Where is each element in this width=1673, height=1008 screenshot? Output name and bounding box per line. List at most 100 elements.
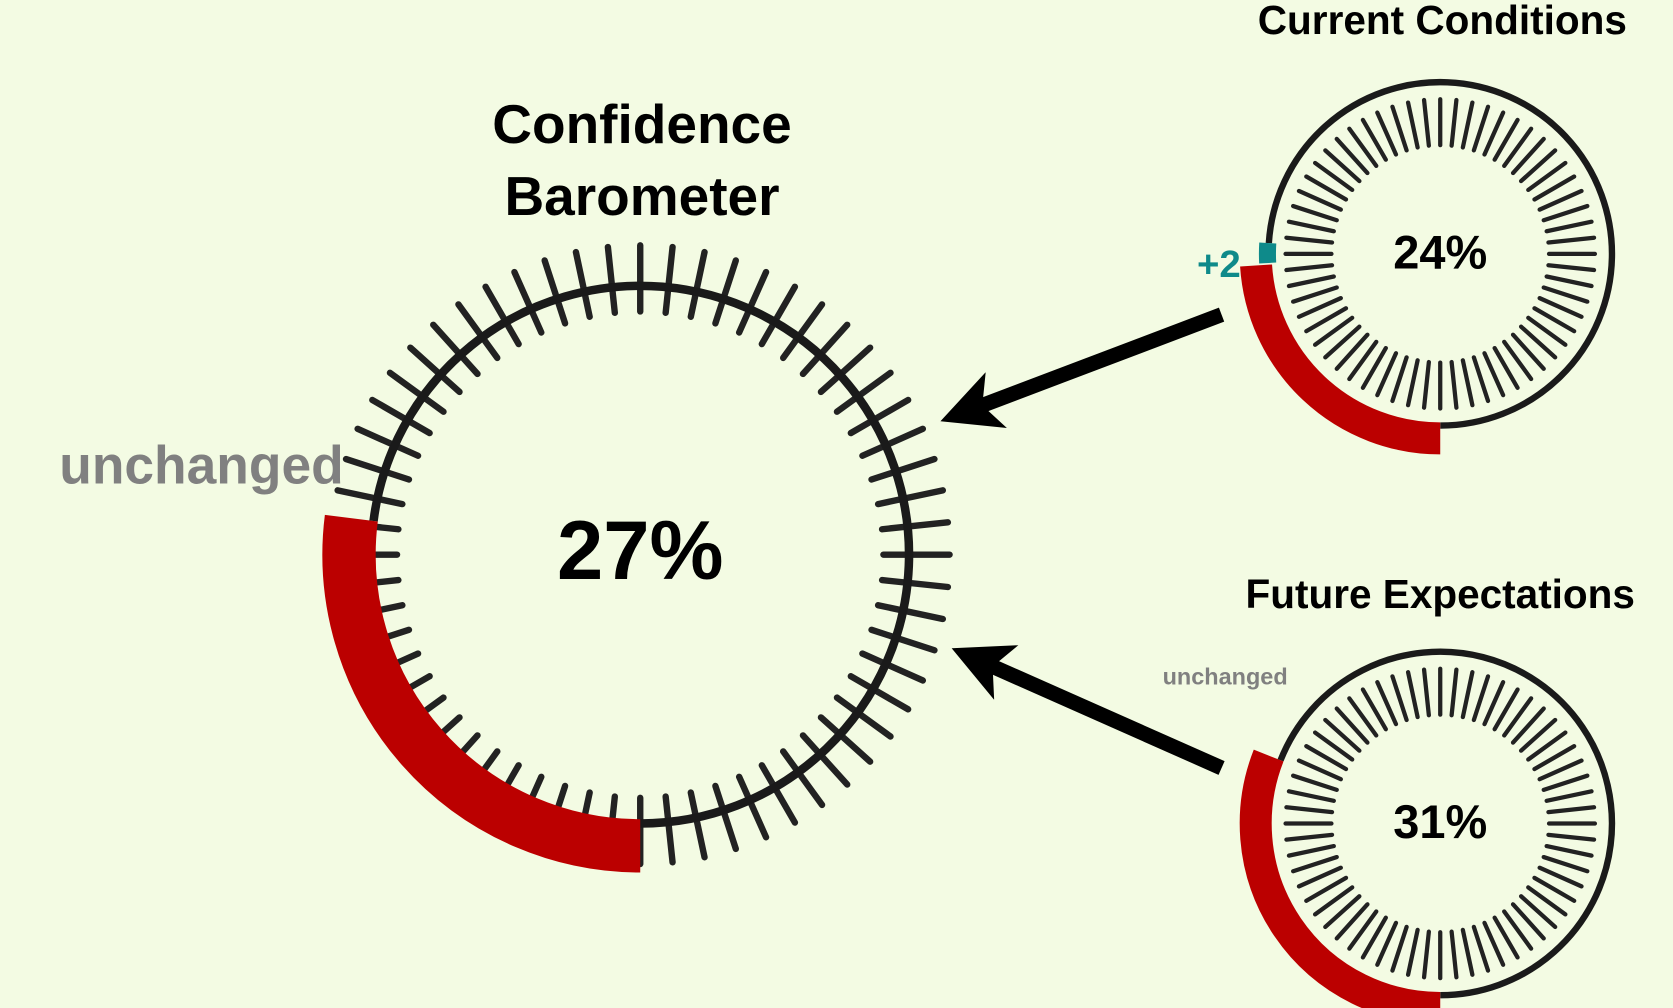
dial-tick — [1510, 902, 1546, 941]
gauge-title: Current Conditions — [1258, 0, 1627, 43]
dial-tick — [1532, 306, 1577, 334]
dial-tick — [1544, 843, 1594, 858]
dial-tick — [712, 257, 740, 327]
gauge-title: Future Expectations — [1245, 571, 1634, 617]
gauge-ring — [1265, 78, 1616, 429]
dial-tick — [1405, 927, 1420, 977]
dial-tick — [1510, 136, 1546, 176]
dial-tick — [1471, 674, 1491, 723]
dial-tick — [541, 257, 569, 327]
dial-tick — [1291, 285, 1339, 304]
dial-tick — [662, 243, 676, 316]
dial-tick — [758, 283, 799, 348]
dial-tick — [354, 425, 422, 459]
change-label: unchanged — [59, 436, 343, 495]
dial-tick — [1532, 174, 1577, 202]
dial-tick — [1390, 104, 1409, 153]
dial-tick — [1421, 929, 1431, 980]
dial-tick — [1544, 789, 1594, 803]
dial-tick — [1347, 126, 1379, 168]
dial-tick — [859, 425, 927, 459]
dial-tick — [1541, 773, 1590, 792]
dial-tick — [1492, 117, 1520, 162]
dial-tick — [1286, 843, 1336, 858]
dial-tick — [1449, 929, 1459, 980]
gauge-ring — [1277, 648, 1616, 999]
dial-tick — [1482, 351, 1506, 398]
dial-tick — [1291, 203, 1339, 223]
dial-tick — [334, 487, 406, 508]
change-label: +2 — [1197, 243, 1241, 286]
dial-tick — [1405, 358, 1420, 408]
dial-tick — [1334, 902, 1370, 941]
dial-tick — [511, 268, 545, 336]
dial-tick — [817, 714, 874, 765]
dial-tick — [1546, 805, 1597, 815]
dial-tick — [1510, 706, 1546, 745]
dial-tick — [859, 650, 927, 684]
gauge-ring — [369, 281, 914, 828]
dial-tick — [1537, 758, 1584, 782]
dial-tick — [1541, 203, 1590, 223]
dial-tick — [1518, 894, 1558, 930]
dial-tick — [1284, 805, 1335, 815]
dial-tick — [833, 369, 894, 415]
dial-tick — [1390, 924, 1409, 973]
gauge-value-label: 24% — [1393, 226, 1487, 278]
dial-tick — [1312, 160, 1355, 193]
dial-tick — [369, 396, 433, 437]
gauge-title: Confidence Barometer — [492, 93, 792, 227]
dial-tick — [1284, 832, 1335, 842]
dial-tick — [482, 283, 522, 348]
dial-tick — [833, 694, 894, 740]
dial-tick — [1291, 854, 1339, 874]
dial-tick — [1312, 315, 1355, 347]
dial-tick — [847, 673, 912, 713]
dial-tick — [1375, 110, 1399, 157]
dial-tick — [1526, 730, 1568, 762]
dial-tick — [1518, 324, 1558, 360]
dial-tick — [1390, 674, 1409, 723]
dial-tick — [1526, 315, 1568, 347]
dial-tick — [1304, 875, 1349, 903]
dial-tick — [407, 344, 463, 396]
dial-tick — [1546, 832, 1597, 842]
gauge-value-arc — [322, 514, 641, 873]
dial-tick — [1421, 97, 1431, 148]
dial-tick — [1304, 744, 1349, 772]
dial-tick — [1482, 110, 1506, 157]
dial-tick — [1360, 915, 1388, 960]
dial-tick — [1471, 924, 1491, 973]
dial-tick — [1502, 126, 1534, 168]
dial-tick — [1532, 744, 1577, 772]
dial-tick — [1405, 100, 1420, 150]
dial-tick — [1304, 174, 1349, 202]
dial-tick — [1323, 894, 1362, 930]
dial-tick — [1544, 274, 1594, 289]
dial-tick — [1375, 680, 1399, 727]
dial-tick — [1460, 670, 1475, 720]
dial-tick — [1471, 355, 1491, 404]
dial-tick — [1334, 332, 1370, 371]
dial-tick — [1304, 306, 1349, 334]
dial-tick — [874, 602, 947, 623]
dial-tick — [1312, 730, 1355, 762]
dial-tick — [1541, 854, 1590, 874]
dial-tick — [1482, 920, 1506, 967]
dial-tick — [1526, 160, 1568, 193]
dial-tick — [735, 773, 770, 841]
dial-tick — [817, 344, 874, 396]
arrow — [951, 645, 1225, 775]
dial-tick — [1284, 235, 1335, 245]
dial-tick — [1537, 188, 1584, 212]
dial-tick — [1537, 865, 1584, 889]
dial-tick — [1284, 263, 1335, 273]
dial-tick — [1546, 235, 1597, 245]
dial-tick — [874, 487, 947, 508]
dial-tick — [1286, 274, 1336, 289]
dial-tick — [1323, 324, 1362, 360]
dial-tick — [1405, 670, 1420, 720]
dial-tick — [1375, 920, 1399, 967]
dial-tick — [878, 576, 952, 591]
arrow — [940, 307, 1225, 429]
